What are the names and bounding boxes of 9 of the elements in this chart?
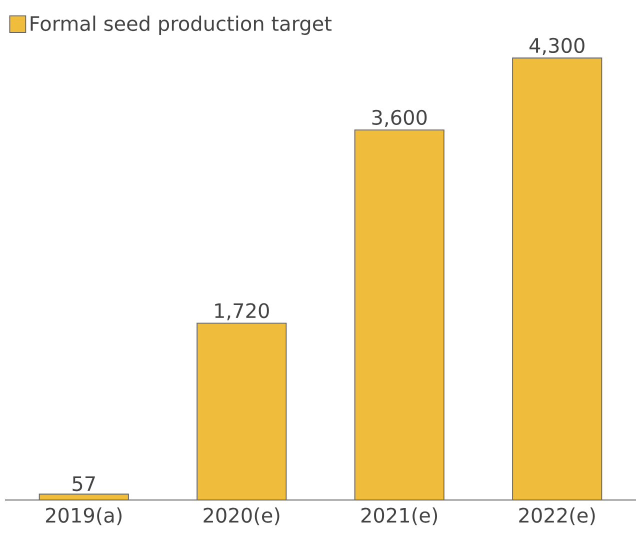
x-tick-label: 2021(e) <box>361 507 438 526</box>
legend-label: Formal seed production target <box>30 16 332 35</box>
data-label: 3,600 <box>372 110 427 128</box>
x-tick-label: 2019(a) <box>46 507 122 526</box>
data-label: 1,720 <box>215 303 269 320</box>
x-tick-label: 2020(e) <box>204 507 280 526</box>
data-label: 4,300 <box>529 38 584 56</box>
x-tick-label: 2022(e) <box>519 507 595 526</box>
data-label: 57 <box>72 476 95 492</box>
